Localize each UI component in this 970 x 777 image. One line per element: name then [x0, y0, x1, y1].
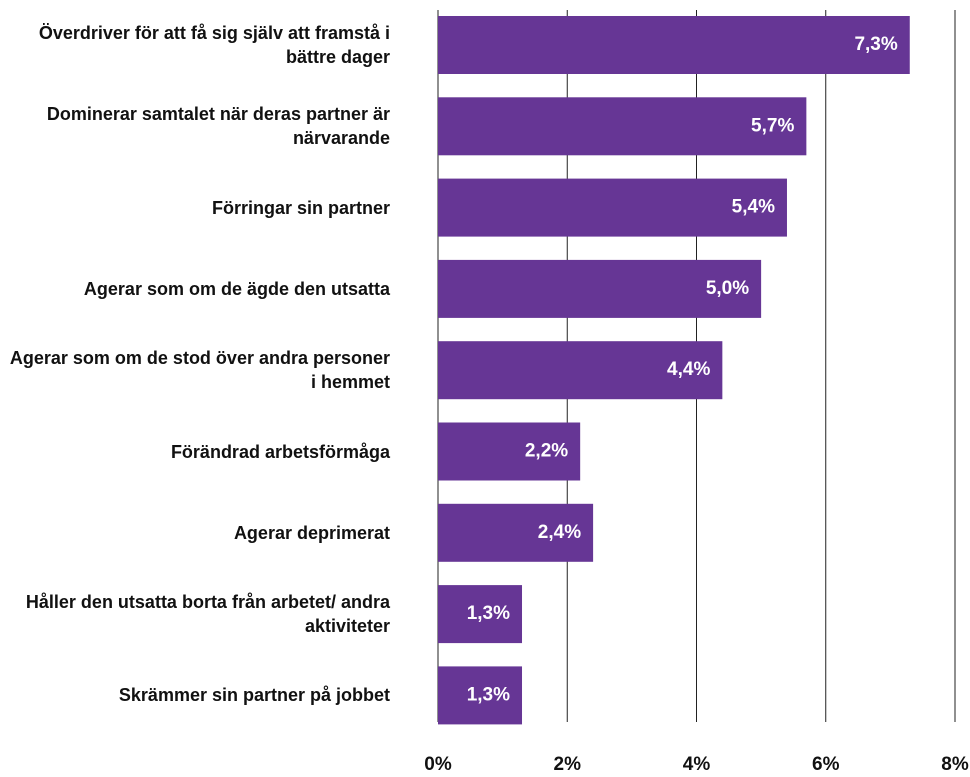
- bar: [438, 178, 787, 237]
- category-label: Agerar som om de ägde den utsatta: [83, 278, 390, 299]
- value-label: 1,3%: [467, 684, 510, 705]
- bar: [438, 16, 910, 74]
- category-label: Förringar sin partner: [211, 197, 390, 218]
- x-tick-label: 0%: [424, 754, 452, 775]
- value-label: 5,4%: [732, 197, 775, 218]
- bar: [438, 422, 581, 481]
- category-label: Agerar som om de stod över andra persone…: [9, 348, 390, 393]
- category-label: Håller den utsatta borta från arbetet/ a…: [25, 592, 390, 637]
- value-label: 1,3%: [467, 603, 510, 624]
- value-label: 7,3%: [854, 34, 897, 55]
- category-label: Agerar deprimerat: [233, 522, 390, 543]
- value-label: 2,4%: [538, 522, 581, 543]
- category-label: Dominerar samtalet när deras partner är …: [46, 104, 390, 149]
- x-tick-label: 4%: [683, 754, 711, 775]
- bar: [438, 259, 762, 318]
- bar: [438, 97, 807, 156]
- value-label: 4,4%: [667, 359, 710, 380]
- bar: [438, 503, 594, 562]
- bar: [438, 666, 523, 725]
- value-label: 2,2%: [525, 441, 568, 462]
- category-label: Skrämmer sin partner på jobbet: [118, 685, 390, 706]
- x-tick-label: 8%: [941, 754, 969, 775]
- x-tick-label: 2%: [554, 754, 582, 775]
- value-label: 5,0%: [706, 278, 749, 299]
- category-label: Överdriver för att få sig själv att fram…: [38, 23, 390, 67]
- bar: [438, 341, 723, 400]
- bar: [438, 585, 523, 644]
- value-label: 5,7%: [751, 115, 794, 136]
- x-tick-label: 6%: [812, 754, 840, 775]
- category-label: Förändrad arbetsförmåga: [170, 441, 390, 462]
